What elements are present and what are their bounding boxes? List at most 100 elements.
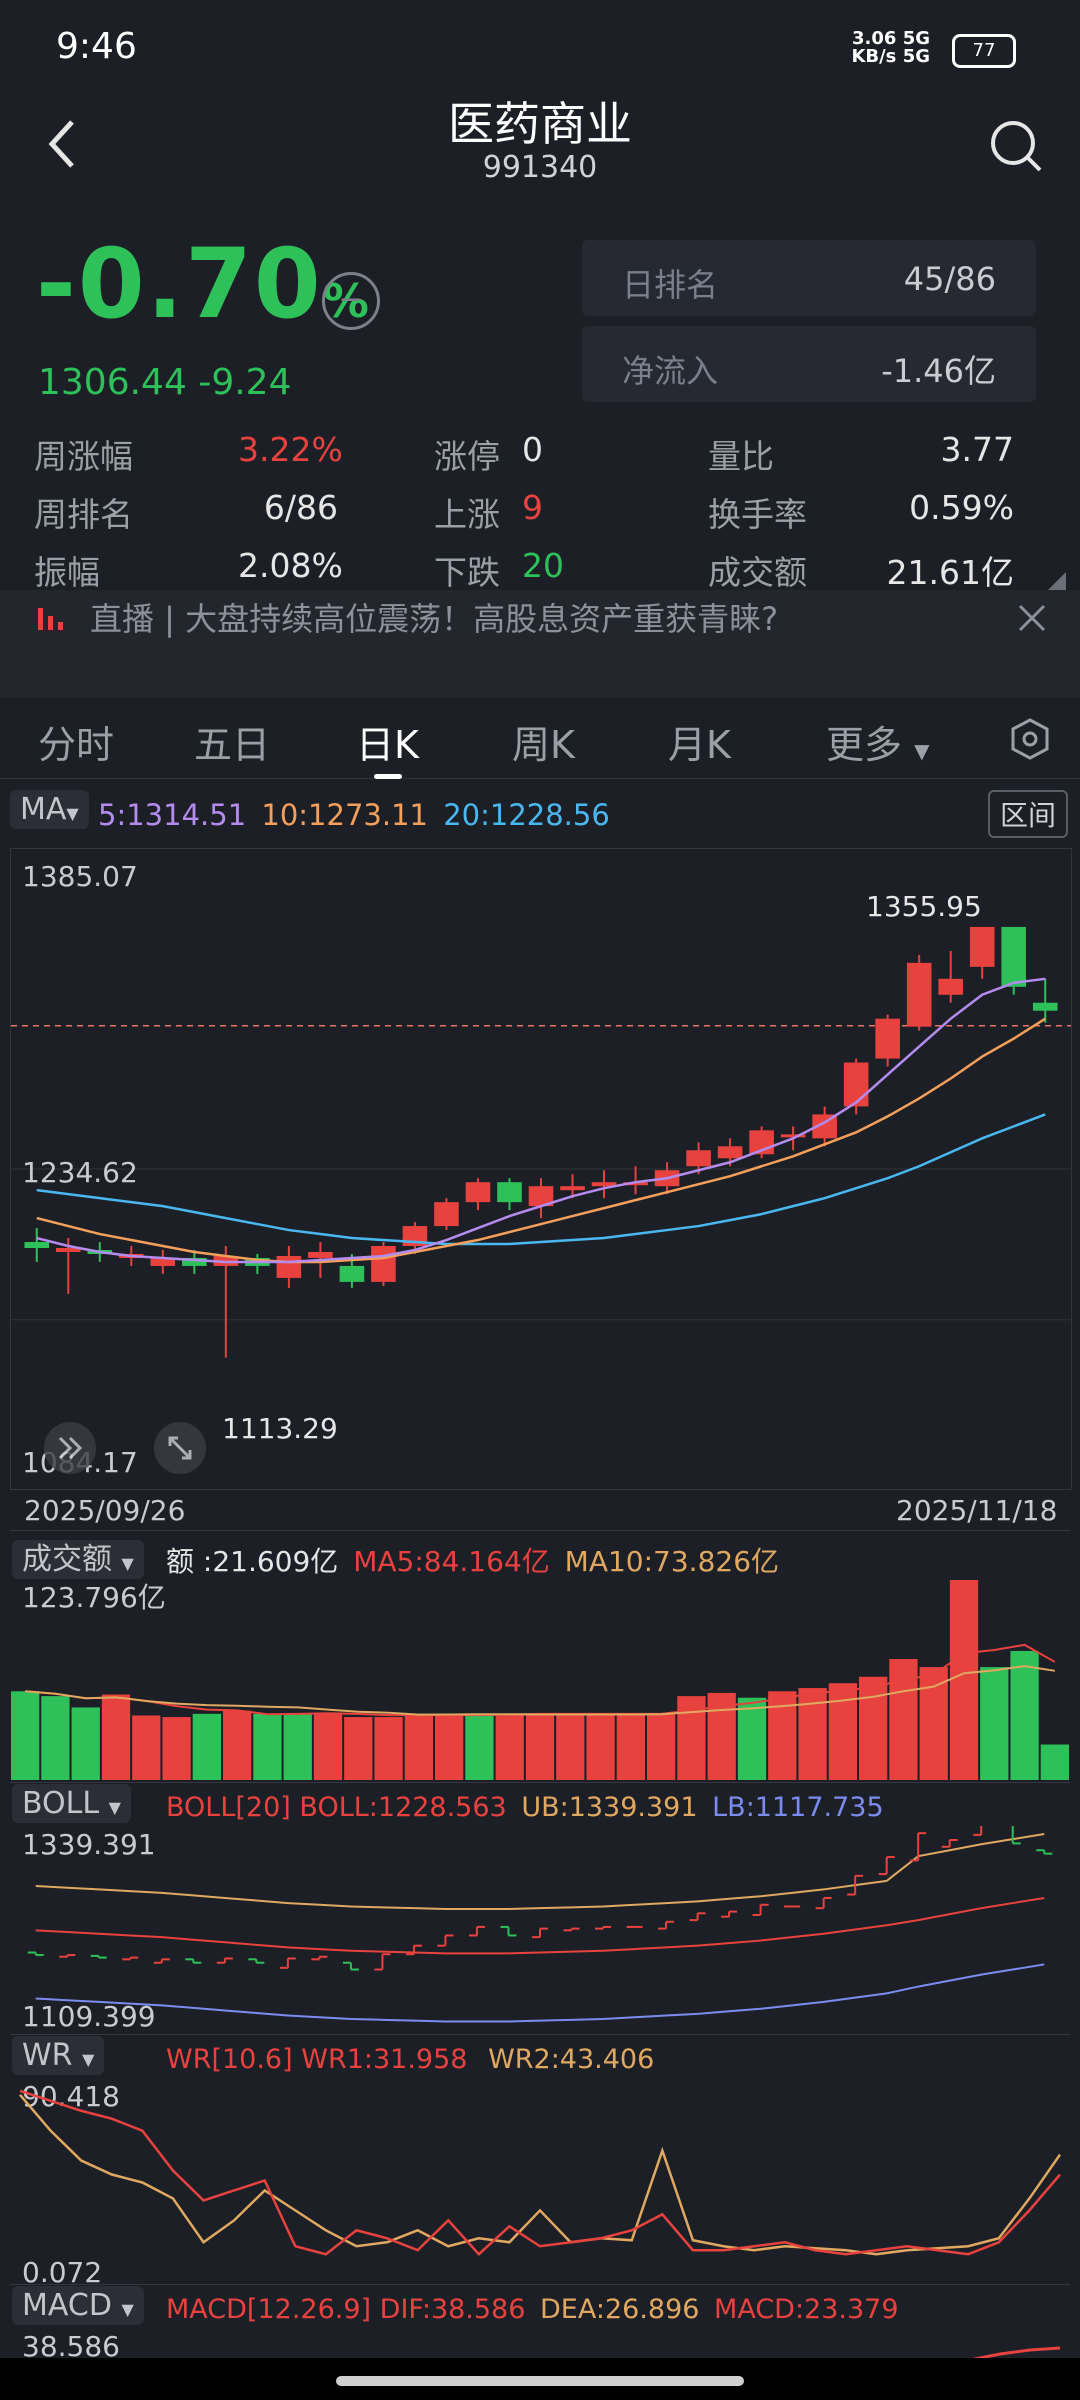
macd-selector[interactable]: MACD ▼ bbox=[12, 2286, 144, 2325]
stat-value: 9 bbox=[522, 488, 543, 527]
kline-chart[interactable] bbox=[10, 848, 1072, 1490]
wr-divider bbox=[10, 2034, 1070, 2035]
date-start: 2025/09/26 bbox=[24, 1494, 186, 1527]
candle-body bbox=[276, 1255, 302, 1278]
boll-divider bbox=[10, 1782, 1070, 1783]
volume-bar bbox=[828, 1683, 857, 1780]
ma10-line bbox=[36, 1017, 1046, 1264]
tab-monthly-k[interactable]: 月K bbox=[668, 723, 731, 767]
volume-bar bbox=[41, 1696, 70, 1780]
banner-text[interactable]: 直播 | 大盘持续高位震荡！高股息资产重获青睐? bbox=[90, 600, 779, 638]
tab-intraday[interactable]: 分时 bbox=[38, 723, 115, 767]
corner-fold-icon bbox=[1048, 572, 1066, 590]
last-price: 1306.44 bbox=[38, 362, 187, 403]
stat-value: 6/86 bbox=[263, 488, 338, 527]
volume-bar bbox=[980, 1667, 1009, 1780]
ma-selector[interactable]: MA▼ bbox=[10, 790, 89, 829]
tab-more[interactable]: 更多 ▼ bbox=[826, 714, 930, 769]
caret-down-icon: ▼ bbox=[66, 804, 79, 823]
tab-more-label: 更多 bbox=[826, 723, 903, 767]
candle-body bbox=[1032, 1002, 1058, 1011]
boll-bottom-value: 1109.399 bbox=[22, 2000, 156, 2033]
ma5-line bbox=[36, 977, 1046, 1264]
volume-divider bbox=[10, 1530, 1070, 1531]
wr1-value: WR1:31.958 bbox=[301, 2044, 468, 2075]
minus-circle-icon[interactable]: − bbox=[322, 272, 380, 330]
candle-body bbox=[843, 1062, 869, 1107]
home-indicator[interactable] bbox=[336, 2376, 744, 2386]
candle-body bbox=[24, 1242, 50, 1249]
candle-body bbox=[560, 1186, 585, 1191]
range-button[interactable]: 区间 bbox=[988, 790, 1069, 838]
tab-five-day[interactable]: 五日 bbox=[194, 723, 271, 767]
search-icon[interactable] bbox=[988, 118, 1044, 174]
stat-value: 0.59% bbox=[909, 488, 1014, 527]
volume-bar bbox=[647, 1713, 676, 1780]
volume-top-value: 123.796亿 bbox=[22, 1581, 166, 1614]
settings-hex-icon[interactable] bbox=[1010, 718, 1050, 764]
high-price-label: 1355.95 bbox=[866, 890, 982, 923]
macd-dea: DEA:26.896 bbox=[540, 2294, 700, 2325]
battery-icon: 77 bbox=[952, 34, 1016, 68]
stat-label: 上涨 bbox=[434, 495, 500, 534]
volume-chart[interactable] bbox=[10, 1576, 1070, 1780]
candle-body bbox=[717, 1146, 743, 1159]
stat-value: 3.77 bbox=[940, 430, 1014, 469]
stat-label: 涨停 bbox=[434, 437, 500, 476]
wr-chart[interactable] bbox=[10, 2080, 1070, 2280]
candle-body bbox=[623, 1182, 648, 1186]
boll-ub-line bbox=[35, 1833, 1045, 1911]
double-chevron-icon[interactable] bbox=[44, 1422, 96, 1474]
network-speed: 3.06 5G KB/s 5G bbox=[851, 30, 930, 66]
kline-svg bbox=[11, 926, 1071, 1358]
volume-bar bbox=[71, 1707, 100, 1780]
volume-bar bbox=[1010, 1650, 1039, 1780]
change-percent: -0.70% bbox=[36, 228, 371, 340]
network-speed-value: 3.06 bbox=[851, 28, 897, 49]
status-time: 9:46 bbox=[56, 26, 137, 67]
volume-legend: 额 :21.609亿 MA5:84.164亿 MA10:73.826亿 bbox=[166, 1540, 779, 1580]
candle-body bbox=[55, 1248, 81, 1252]
boll-selector[interactable]: BOLL ▼ bbox=[12, 1784, 131, 1823]
live-banner[interactable] bbox=[0, 590, 1080, 698]
volume-bar bbox=[586, 1713, 615, 1780]
volume-bar bbox=[192, 1713, 221, 1780]
macd-selector-label: MACD bbox=[22, 2288, 112, 2323]
page-title: 医药商业 bbox=[448, 97, 632, 151]
chevron-left-icon[interactable] bbox=[44, 116, 84, 172]
macd-chart[interactable] bbox=[10, 2330, 1070, 2370]
stat-value: 3.22% bbox=[238, 430, 343, 469]
volume-selector-label: 成交额 bbox=[22, 1542, 112, 1577]
stat-label: 周排名 bbox=[34, 495, 133, 534]
ma20-value: 20:1228.56 bbox=[443, 798, 610, 832]
price-line: 1306.44 -9.24 bbox=[38, 362, 291, 403]
wr2-line bbox=[19, 2094, 1062, 2256]
volume-bar bbox=[11, 1691, 40, 1780]
candle-body bbox=[591, 1182, 617, 1187]
stat-value: 2.08% bbox=[238, 546, 343, 585]
wr-svg bbox=[19, 2089, 1062, 2256]
stat-value: 21.61亿 bbox=[886, 553, 1014, 592]
stat-label: 换手率 bbox=[708, 495, 807, 534]
macd-param: MACD[12.26.9] bbox=[166, 2294, 372, 2325]
close-icon[interactable] bbox=[1018, 604, 1046, 636]
live-bars-icon bbox=[38, 606, 68, 634]
net-inflow-box: 净流入 -1.46亿 bbox=[582, 326, 1036, 402]
tab-weekly-k[interactable]: 周K bbox=[512, 723, 575, 767]
volume-bar bbox=[283, 1713, 312, 1780]
volume-bar bbox=[404, 1713, 433, 1780]
candle-body bbox=[875, 1018, 900, 1059]
price-change: -9.24 bbox=[198, 362, 292, 403]
volume-bar bbox=[919, 1667, 948, 1780]
macd-divider bbox=[10, 2284, 1070, 2285]
boll-chart[interactable] bbox=[10, 1816, 1070, 2036]
tab-daily-k[interactable]: 日K bbox=[356, 723, 419, 767]
candle-body bbox=[339, 1265, 365, 1282]
boll-selector-label: BOLL bbox=[22, 1786, 100, 1821]
wr-selector[interactable]: WR ▼ bbox=[12, 2036, 105, 2075]
candle-body bbox=[371, 1246, 396, 1282]
expand-icon[interactable] bbox=[154, 1422, 206, 1474]
wr-selector-label: WR bbox=[22, 2038, 73, 2073]
network-type-1: 5G bbox=[902, 28, 930, 49]
volume-selector[interactable]: 成交额 ▼ bbox=[12, 1534, 144, 1579]
